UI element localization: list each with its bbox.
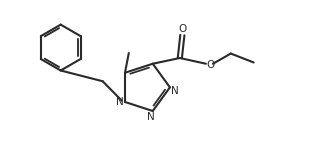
Text: O: O <box>206 60 214 70</box>
Text: O: O <box>178 24 186 34</box>
Text: N: N <box>171 86 179 96</box>
Text: N: N <box>116 97 123 107</box>
Text: N: N <box>147 112 155 122</box>
